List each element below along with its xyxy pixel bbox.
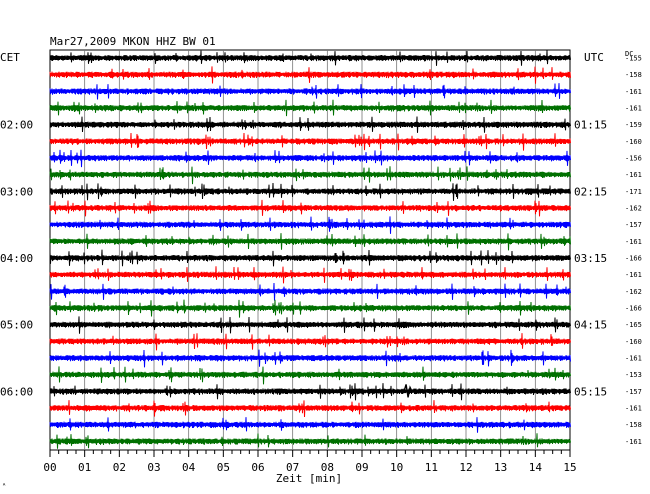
dc-offset-label: -158 bbox=[625, 421, 642, 429]
trace-16 bbox=[49, 299, 571, 318]
x-tick-label: 14 bbox=[529, 461, 543, 474]
dc-offset-label: -161 bbox=[625, 88, 642, 96]
dc-offset-label: -161 bbox=[625, 438, 642, 446]
dc-offset-label: -166 bbox=[625, 255, 642, 263]
dc-offset-label: -160 bbox=[625, 338, 642, 346]
dc-offset-label: -159 bbox=[625, 121, 642, 129]
trace-group: -155 -158 -161 -161 -159 -160 -156 -161 -171 -162… bbox=[49, 50, 642, 449]
trace-9 bbox=[49, 182, 571, 201]
x-axis-label: Zeit [min] bbox=[276, 472, 342, 485]
left-time-label: 04:00 bbox=[0, 252, 33, 265]
trace-14 bbox=[49, 266, 571, 284]
trace-23 bbox=[49, 417, 571, 433]
dc-offset-label: -165 bbox=[625, 321, 642, 329]
dc-offset-label: -157 bbox=[625, 221, 642, 229]
trace-18 bbox=[49, 333, 571, 351]
dc-header-label: DC bbox=[625, 50, 633, 58]
event-spike-1 bbox=[403, 384, 413, 398]
dc-offset-label: -153 bbox=[625, 371, 642, 379]
trace-24 bbox=[49, 433, 571, 449]
right-time-label: 04:15 bbox=[574, 319, 607, 332]
trace-19 bbox=[49, 349, 571, 368]
left-time-label: 06:00 bbox=[0, 385, 33, 398]
x-tick-label: 00 bbox=[43, 461, 56, 474]
trace-21 bbox=[49, 383, 571, 401]
left-time-label: 03:00 bbox=[0, 185, 33, 198]
x-tick-label: 05 bbox=[217, 461, 230, 474]
dc-offset-label: -155 bbox=[625, 55, 642, 63]
dc-offset-label: -161 bbox=[625, 171, 642, 179]
trace-13 bbox=[49, 249, 571, 267]
trace-15 bbox=[49, 282, 571, 301]
dc-offset-label: -161 bbox=[625, 238, 642, 246]
trace-5 bbox=[49, 116, 571, 133]
dc-offset-label: -161 bbox=[625, 271, 642, 279]
trace-17 bbox=[49, 316, 571, 334]
left-timezone-label: CET bbox=[0, 51, 20, 64]
time-labels: 02:00 03:00 04:00 05:00 06:00 01:15 02:15 03:15… bbox=[0, 119, 607, 399]
right-time-label: 05:15 bbox=[574, 385, 607, 398]
dc-offset-label: -157 bbox=[625, 388, 642, 396]
x-tick-label: 12 bbox=[459, 461, 472, 474]
trace-10 bbox=[49, 199, 571, 217]
dc-offset-label: -162 bbox=[625, 288, 642, 296]
right-time-label: 01:15 bbox=[574, 119, 607, 132]
x-tick-label: 06 bbox=[251, 461, 264, 474]
dc-offset-label: -161 bbox=[625, 105, 642, 113]
left-time-label: 02:00 bbox=[0, 119, 33, 132]
x-tick-label: 04 bbox=[182, 461, 196, 474]
x-tick-label: 13 bbox=[494, 461, 507, 474]
dc-offset-label: -166 bbox=[625, 305, 642, 313]
x-tick-label: 08 bbox=[321, 461, 334, 474]
dc-offset-label: -160 bbox=[625, 138, 642, 146]
trace-12 bbox=[49, 233, 571, 251]
x-axis: 00 01 02 03 04 05 06 07 08 09 10 11 12 13 14 15 bbox=[43, 450, 577, 474]
corner-mark: ᴬ bbox=[2, 481, 6, 490]
x-tick-label: 15 bbox=[563, 461, 576, 474]
x-tick-label: 02 bbox=[113, 461, 126, 474]
chart-title: Mar27,2009 MKON HHZ BW 01 bbox=[50, 35, 216, 48]
right-time-label: 03:15 bbox=[574, 252, 607, 265]
x-tick-label: 01 bbox=[78, 461, 91, 474]
x-tick-label: 09 bbox=[355, 461, 368, 474]
x-tick-label: 11 bbox=[425, 461, 438, 474]
x-tick-label: 03 bbox=[147, 461, 160, 474]
trace-8 bbox=[49, 166, 571, 185]
trace-4 bbox=[49, 99, 571, 117]
trace-7 bbox=[49, 149, 571, 168]
grid-lines bbox=[49, 49, 571, 451]
trace-1 bbox=[49, 50, 571, 66]
trace-2 bbox=[49, 66, 571, 84]
dc-offset-label: -158 bbox=[625, 71, 642, 79]
left-time-label: 05:00 bbox=[0, 319, 33, 332]
trace-6 bbox=[49, 132, 571, 151]
dc-offset-label: -156 bbox=[625, 155, 642, 163]
dc-offset-label: -171 bbox=[625, 188, 642, 196]
dc-offset-label: -162 bbox=[625, 205, 642, 213]
right-time-label: 02:15 bbox=[574, 185, 607, 198]
trace-20 bbox=[49, 366, 571, 385]
right-timezone-label: UTC bbox=[584, 51, 604, 64]
trace-3 bbox=[49, 83, 571, 100]
dc-offset-label: -161 bbox=[625, 355, 642, 363]
trace-11 bbox=[49, 216, 571, 234]
x-tick-label: 07 bbox=[286, 461, 299, 474]
trace-22 bbox=[49, 400, 571, 418]
dc-offset-label: -161 bbox=[625, 405, 642, 413]
x-tick-label: 10 bbox=[390, 461, 403, 474]
